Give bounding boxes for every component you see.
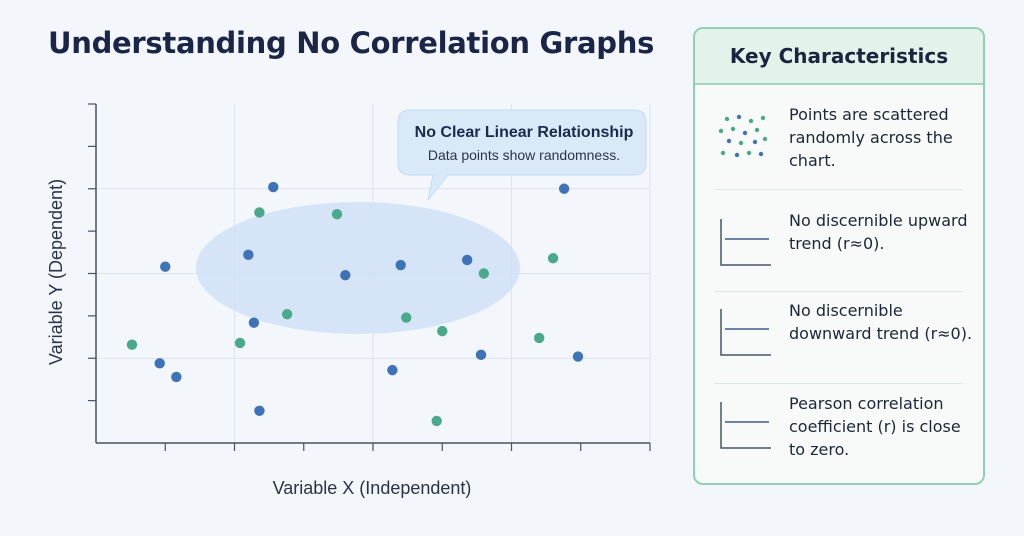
characteristic-text: No discernible downward trend (r≈0). [789,301,973,343]
characteristic-text: Pearson correlation coefficient (r) is c… [789,394,961,459]
divider [715,383,963,384]
x-axis-label: Variable X (Independent) [273,478,472,498]
divider [715,189,963,190]
scatter-chart: No Clear Linear Relationship Data points… [46,103,651,498]
data-point [461,254,473,266]
data-point [401,312,412,323]
characteristic-item: No discernible upward trend (r≈0). [695,209,983,277]
data-point [437,325,448,337]
data-point [281,308,293,320]
data-point [478,268,489,279]
data-point [395,259,406,271]
characteristic-item: Pearson correlation coefficient (r) is c… [695,392,983,460]
characteristic-text: Points are scattered randomly across the… [789,105,953,170]
data-point [254,405,265,416]
callout-subtitle: Data points show randomness. [428,147,620,163]
callout-bubble [397,109,647,201]
data-point [268,181,279,193]
callout-title: No Clear Linear Relationship [415,124,634,141]
characteristic-text: No discernible upward trend (r≈0). [789,211,968,253]
characteristic-item: No discernible downward trend (r≈0). [695,299,983,367]
data-point [534,332,545,344]
panel-title: Key Characteristics [695,29,983,85]
scatter-dots-icon [718,114,768,158]
divider [715,291,963,292]
flat-line-chart-icon [720,219,771,266]
data-point [126,339,138,350]
characteristic-item: Points are scattered randomly across the… [695,103,983,171]
random-cluster-highlight [196,202,520,334]
flat-line-chart-icon [720,309,771,356]
y-axis-label: Variable Y (Dependent) [46,179,66,365]
chart-axes [88,103,651,451]
page-title: Understanding No Correlation Graphs [48,26,655,60]
data-point [572,351,584,362]
data-points [126,181,584,427]
flat-line-chart-icon [720,402,771,449]
key-characteristics-panel: Key Characteristics Points are scattered… [693,27,985,485]
data-point [254,207,265,218]
data-point [387,364,398,376]
data-point [431,415,442,427]
data-point [248,317,260,328]
data-point [234,337,246,349]
data-point [547,253,559,264]
data-point [171,371,182,383]
data-point [243,249,254,261]
annotation-callout: No Clear Linear Relationship Data points… [397,109,647,201]
data-point [475,349,487,361]
data-point [340,269,351,281]
data-point [331,208,343,220]
data-point [558,183,570,194]
data-point [160,261,171,272]
data-point [154,358,165,369]
